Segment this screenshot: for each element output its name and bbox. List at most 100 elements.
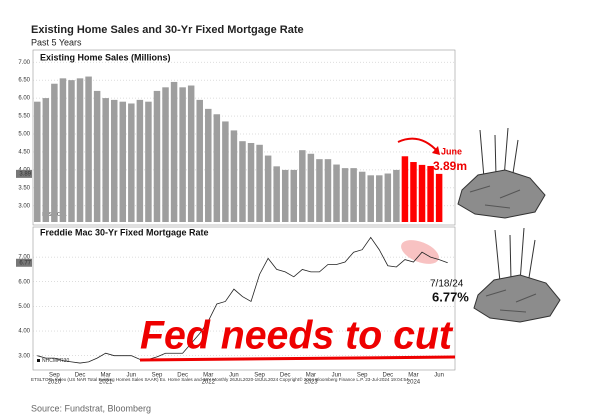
y-tick-label: 3.00 — [18, 353, 30, 359]
y-tick-label: 3.00 — [18, 203, 30, 209]
bar — [281, 169, 289, 222]
bar — [76, 78, 84, 222]
x-tick-label: Sep — [49, 373, 60, 379]
bar — [196, 99, 203, 222]
bar — [205, 108, 212, 222]
line — [37, 236, 448, 364]
y-tick-label: 7.00 — [18, 60, 30, 66]
x-tick-label: Mar — [203, 373, 213, 379]
annotation: 6.77% — [432, 289, 469, 304]
y-tick-label: 6.00 — [18, 279, 30, 285]
x-tick-label: Sep — [152, 373, 163, 379]
bar — [230, 130, 238, 222]
bar — [435, 173, 443, 222]
bar — [350, 168, 357, 222]
bar — [256, 144, 263, 222]
bar — [341, 168, 349, 222]
bar — [68, 80, 75, 222]
bar — [358, 171, 366, 222]
x-tick-label: Sep — [357, 373, 368, 379]
year-label: 2024 — [407, 380, 421, 386]
y-tick-label: 7.00 — [18, 255, 30, 261]
year-label: 2023 — [304, 380, 318, 386]
panel-bottom — [32, 226, 456, 371]
bar — [376, 175, 383, 222]
bar — [427, 165, 434, 222]
bar — [162, 87, 169, 223]
bar — [136, 99, 144, 222]
y-tick-label: 5.00 — [18, 132, 30, 138]
rock-top — [457, 127, 546, 219]
bar — [59, 78, 67, 222]
last-value-box — [16, 258, 32, 267]
bar — [316, 159, 323, 222]
x-tick-label: Mar — [306, 373, 316, 379]
bar — [110, 99, 118, 222]
annotation: 3.89m — [433, 159, 467, 173]
panel-top — [32, 49, 456, 226]
panel-title: Existing Home Sales (Millions) — [40, 52, 171, 62]
annotation: 7/18/24 — [430, 279, 464, 290]
x-tick-label: Jun — [126, 373, 136, 379]
x-tick-label: Mar — [408, 373, 418, 379]
x-tick-label: Sep — [254, 373, 265, 379]
x-tick-label: Dec — [280, 373, 291, 379]
legend-label: NHCMFR30 — [42, 358, 69, 364]
bar — [222, 121, 229, 222]
year-label: 2021 — [99, 380, 113, 386]
bar — [170, 81, 178, 222]
annotation: June — [441, 146, 462, 156]
bar — [290, 169, 298, 222]
x-tick-label: Jun — [332, 373, 342, 379]
x-tick-label: Jun — [229, 373, 239, 379]
bar — [85, 76, 92, 222]
bar — [333, 164, 340, 222]
bar — [401, 156, 409, 222]
arrow — [397, 137, 439, 153]
y-tick-label: 5.50 — [18, 114, 30, 120]
last-value-label: 3.89 — [19, 171, 31, 177]
y-tick-label: 5.00 — [18, 304, 30, 310]
bar — [324, 159, 332, 222]
bar — [299, 150, 306, 222]
x-tick-label: Dec — [177, 373, 188, 379]
y-tick-label: 4.50 — [18, 150, 30, 156]
last-value-label: 6.77 — [19, 260, 31, 266]
bar — [145, 101, 152, 222]
highlight — [401, 240, 439, 264]
bar — [153, 90, 161, 223]
arrow-head — [432, 146, 440, 155]
y-tick-label: 3.50 — [18, 185, 30, 191]
bar — [384, 173, 392, 222]
y-tick-label: 6.00 — [18, 96, 30, 102]
subtitle: Past 5 Years — [31, 37, 82, 47]
bar — [102, 98, 109, 222]
bar — [179, 87, 186, 223]
bar — [42, 98, 50, 222]
panel-title: Freddie Mac 30-Yr Fixed Mortgage Rate — [40, 227, 209, 237]
bar — [247, 142, 255, 222]
y-tick-label: 4.00 — [18, 329, 30, 335]
bar — [307, 153, 315, 222]
bar — [128, 103, 135, 222]
annotation: Fed needs to cut — [140, 314, 454, 358]
title: Existing Home Sales and 30-Yr Fixed Mort… — [31, 24, 304, 36]
year-label: 2020 — [48, 380, 62, 386]
x-tick-label: Jun — [434, 373, 444, 379]
x-tick-label: Mar — [101, 373, 111, 379]
bar — [187, 85, 195, 222]
bar — [367, 175, 374, 222]
y-tick-label: 6.50 — [18, 78, 30, 84]
bar — [418, 164, 426, 222]
bar — [239, 141, 246, 222]
last-value-box — [16, 169, 32, 178]
bar — [93, 90, 101, 223]
bar — [119, 101, 127, 222]
footer: ETSLTOTL Index (US NAR Total Existing Ho… — [31, 376, 409, 382]
legend-swatch — [37, 359, 40, 362]
rock-bottom — [473, 227, 561, 323]
bar — [51, 83, 58, 222]
x-tick-label: Dec — [75, 373, 86, 379]
